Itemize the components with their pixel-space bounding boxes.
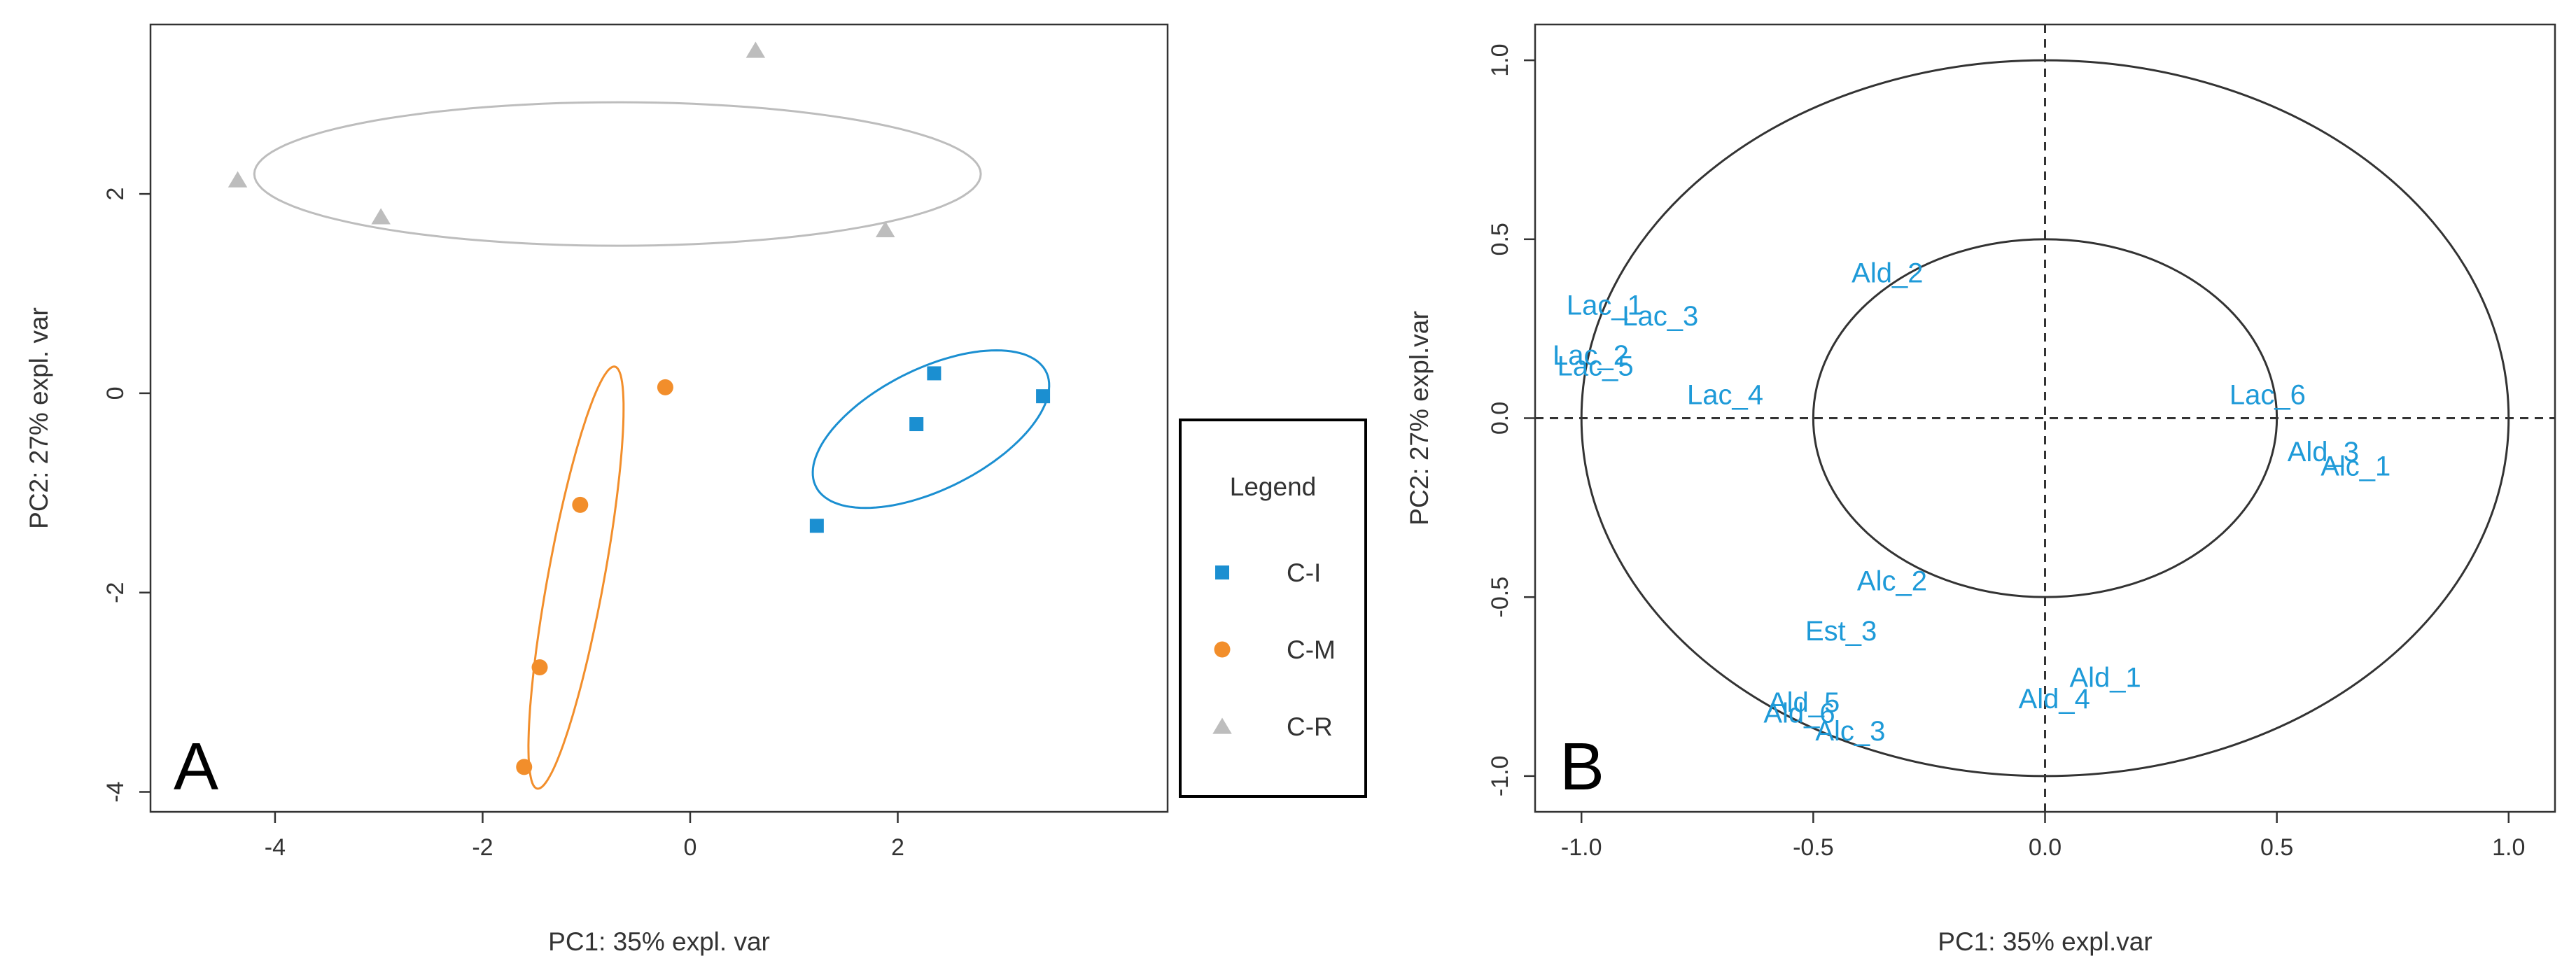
- x-tick-label: 0.0: [2029, 834, 2062, 861]
- x-axis-label: PC1: 35% expl. var: [548, 927, 770, 956]
- variable-label: Lac_2: [1553, 340, 1629, 371]
- legend-box: [1179, 419, 1367, 798]
- variable-label: Est_3: [1805, 616, 1877, 647]
- variable-label: Lac_3: [1622, 301, 1698, 332]
- x-tick-label: 0: [684, 834, 697, 861]
- data-point-c-i: [909, 417, 924, 432]
- panel-letter-b: B: [1560, 729, 1604, 804]
- x-tick-label: 1.0: [2492, 834, 2525, 861]
- y-tick-label: 0.5: [1487, 223, 1513, 255]
- variable-label: Ald_6: [1763, 698, 1835, 729]
- legend-label-c-m: C-M: [1287, 635, 1336, 664]
- variable-label: Lac_1: [1567, 290, 1643, 321]
- y-axis-label: PC2: 27% expl. var: [24, 307, 53, 529]
- legend-marker-c-i: [1215, 565, 1229, 579]
- legend-label-c-i: C-I: [1287, 558, 1321, 587]
- x-tick-label: -0.5: [1793, 834, 1834, 861]
- panel-a-sample-plot: -4 -2 0 2 -4 -2 0 2 PC1: 35% expl. var PC2: 27% e…: [24, 23, 1367, 956]
- data-point-c-m: [531, 659, 548, 676]
- data-point-c-m: [572, 496, 589, 513]
- data-point-c-m: [657, 379, 673, 395]
- y-tick-label: -2: [102, 582, 129, 603]
- variable-label: Ald_1: [2069, 662, 2141, 693]
- variable-label: Ald_5: [1768, 687, 1840, 718]
- x-tick-label: 2: [891, 834, 904, 861]
- legend-marker-c-r: [1212, 717, 1232, 734]
- variable-label: Lac_5: [1558, 351, 1634, 381]
- data-point-c-i: [809, 519, 824, 533]
- panel-b-correlation-circle: -1.0 -0.5 0.0 0.5 1.0 -1.0 -0.5 0.0 0.5 1.0 PC1: 3…: [1405, 23, 2556, 956]
- legend-marker-c-m: [1214, 641, 1231, 658]
- y-tick-label: 0.0: [1487, 402, 1513, 435]
- y-axis-label: PC2: 27% expl.var: [1405, 311, 1434, 525]
- data-point-c-i: [927, 366, 941, 381]
- variable-label: Ald_3: [2288, 437, 2359, 468]
- y-tick-label: -1.0: [1487, 756, 1513, 797]
- y-tick-label: -4: [102, 781, 129, 802]
- confidence-ellipse-c-m: [527, 365, 625, 790]
- data-point-c-r: [875, 220, 895, 237]
- variable-label: Ald_4: [2019, 684, 2090, 715]
- y-tick-label: 1.0: [1487, 44, 1513, 77]
- x-tick-label: 0.5: [2260, 834, 2293, 861]
- x-tick-label: -2: [472, 834, 493, 861]
- variable-label: Alc_1: [2320, 451, 2390, 482]
- legend-title: Legend: [1230, 472, 1316, 501]
- variable-label: Lac_6: [2230, 379, 2306, 410]
- data-point-c-r: [746, 41, 766, 58]
- data-point-c-r: [227, 171, 248, 188]
- data-point-c-m: [516, 759, 533, 775]
- x-tick-label: -1.0: [1561, 834, 1602, 861]
- data-point-c-i: [1036, 389, 1051, 404]
- variable-label: Lac_4: [1687, 379, 1763, 410]
- x-tick-label: -4: [265, 834, 286, 861]
- y-tick-label: -0.5: [1487, 577, 1513, 618]
- variable-label: Ald_2: [1851, 258, 1923, 289]
- variable-label: Alc_3: [1815, 716, 1885, 747]
- panel-letter-a: A: [174, 729, 218, 804]
- legend-label-c-r: C-R: [1287, 712, 1333, 741]
- confidence-ellipse-c-r: [253, 101, 982, 247]
- plot-frame: [149, 23, 1169, 813]
- y-tick-label: 2: [102, 188, 129, 201]
- variable-label: Alc_2: [1857, 565, 1927, 596]
- y-tick-label: 0: [102, 386, 129, 400]
- confidence-ellipse-c-i: [811, 349, 1051, 509]
- x-axis-label: PC1: 35% expl.var: [1938, 927, 2152, 956]
- data-point-c-r: [371, 208, 391, 225]
